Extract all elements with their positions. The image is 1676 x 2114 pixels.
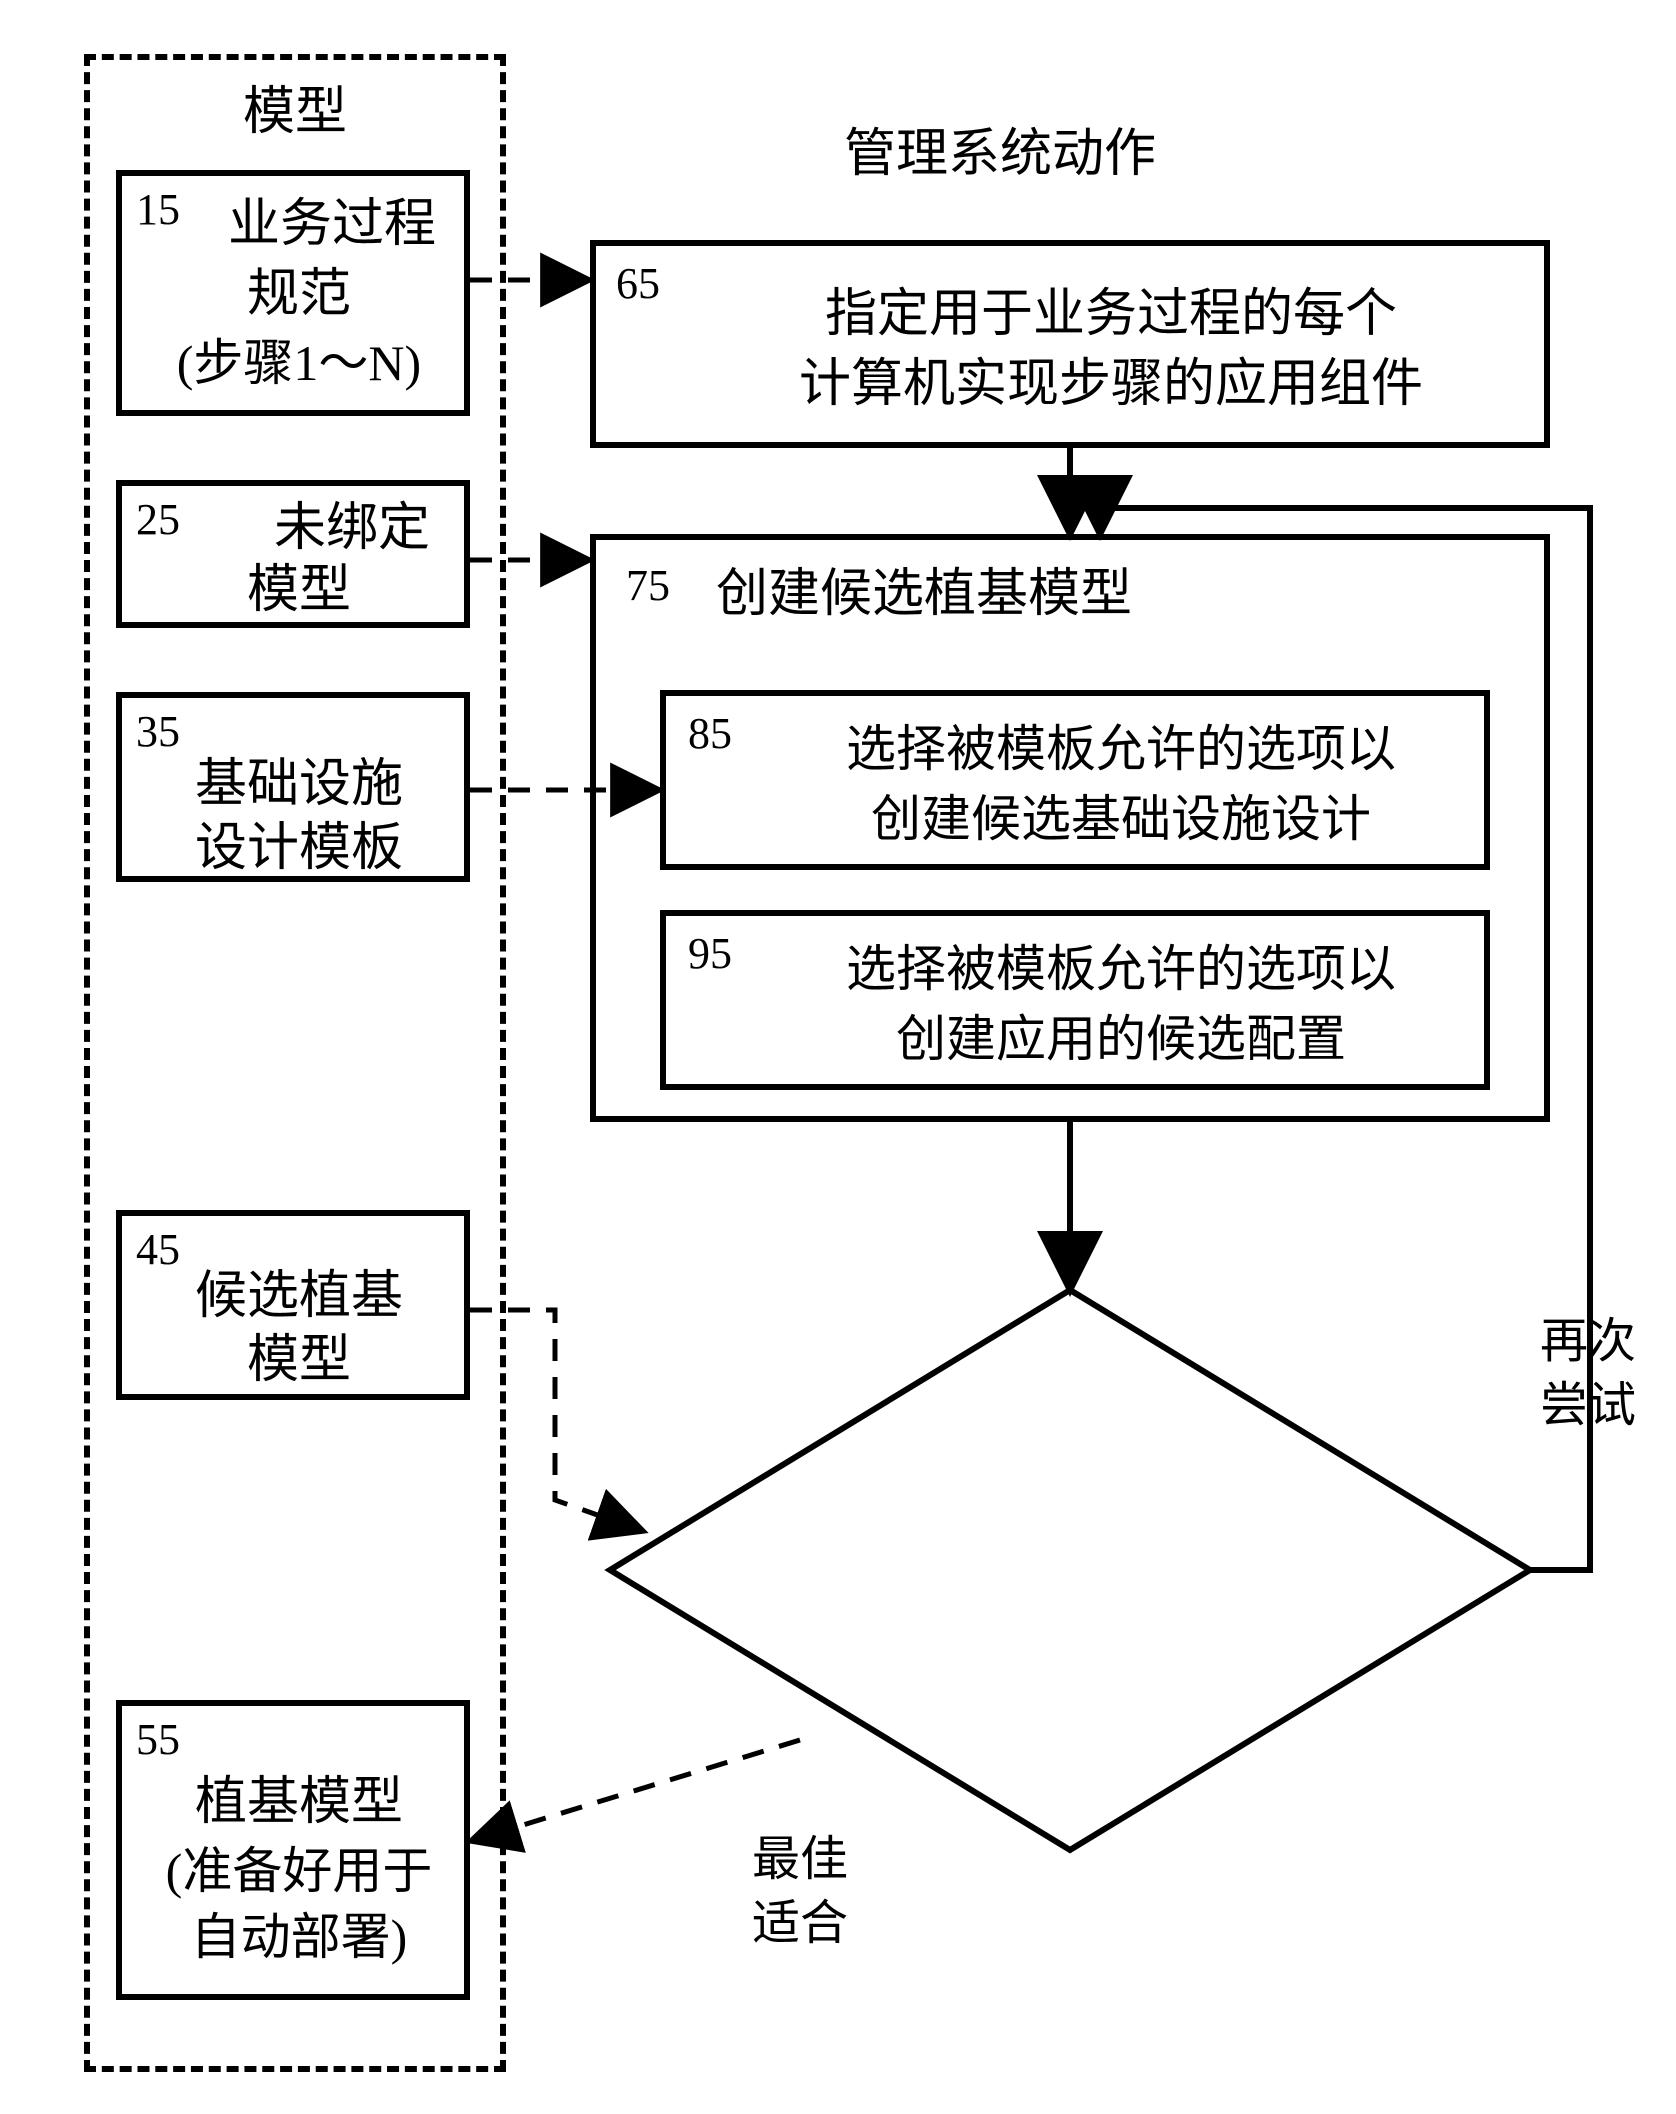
node-65-num: 65 [616, 258, 660, 309]
node-95-l1: 选择被模板允许的选项以 [766, 938, 1476, 1001]
label-retry-l2: 尝试 [1540, 1376, 1676, 1436]
node-15-l3: (步骤1～N) [122, 332, 476, 395]
edge-105-55 [474, 1740, 800, 1840]
node-45-l1: 候选植基 [122, 1264, 476, 1329]
node-95: 95 选择被模板允许的选项以 创建应用的候选配置 [660, 910, 1490, 1090]
node-35-l1: 基础设施 [122, 752, 476, 817]
node-85-num: 85 [688, 708, 732, 759]
node-15-l1: 业务过程 [192, 192, 472, 257]
node-35: 35 基础设施 设计模板 [116, 692, 470, 882]
node-95-l2: 创建应用的候选配置 [766, 1008, 1476, 1071]
node-45-l2: 模型 [122, 1328, 476, 1393]
label-best-l2: 适合 [700, 1894, 900, 1954]
node-105-text: 评估候选植基模型 [760, 1530, 1380, 1593]
node-65: 65 指定用于业务过程的每个 计算机实现步骤的应用组件 [590, 240, 1550, 448]
node-55: 55 植基模型 (准备好用于 自动部署) [116, 1700, 470, 2000]
node-75-num: 75 [626, 560, 670, 611]
label-best-l1: 最佳 [700, 1830, 900, 1890]
node-95-num: 95 [688, 928, 732, 979]
node-15-l2: 规范 [122, 262, 476, 327]
node-65-l1: 指定用于业务过程的每个 [686, 282, 1536, 347]
node-105-num: 105 [840, 1450, 906, 1501]
node-25: 25 未绑定 模型 [116, 480, 470, 628]
node-15-num: 15 [136, 184, 180, 235]
node-55-l2: (准备好用于 [122, 1840, 476, 1903]
node-85-l2: 创建候选基础设施设计 [766, 788, 1476, 851]
node-45: 45 候选植基 模型 [116, 1210, 470, 1400]
diagram-canvas: 模型 管理系统动作 15 业务过程 规范 (步骤1～N) 25 未绑定 模型 3… [0, 0, 1676, 2114]
node-75-title: 创建候选植基模型 [716, 562, 1316, 627]
node-35-num: 35 [136, 706, 180, 757]
node-25-num: 25 [136, 494, 180, 545]
node-15: 15 业务过程 规范 (步骤1～N) [116, 170, 470, 416]
node-55-l1: 植基模型 [122, 1770, 476, 1835]
node-85-l1: 选择被模板允许的选项以 [766, 718, 1476, 781]
node-85: 85 选择被模板允许的选项以 创建候选基础设施设计 [660, 690, 1490, 870]
label-retry-l1: 再次 [1540, 1312, 1676, 1372]
node-35-l2: 设计模板 [122, 816, 476, 881]
node-25-l2: 模型 [122, 558, 476, 623]
heading-actions: 管理系统动作 [620, 122, 1380, 187]
node-65-l2: 计算机实现步骤的应用组件 [686, 352, 1536, 417]
node-25-l1: 未绑定 [232, 496, 472, 561]
node-55-l3: 自动部署) [122, 1906, 476, 1969]
node-55-num: 55 [136, 1714, 180, 1765]
